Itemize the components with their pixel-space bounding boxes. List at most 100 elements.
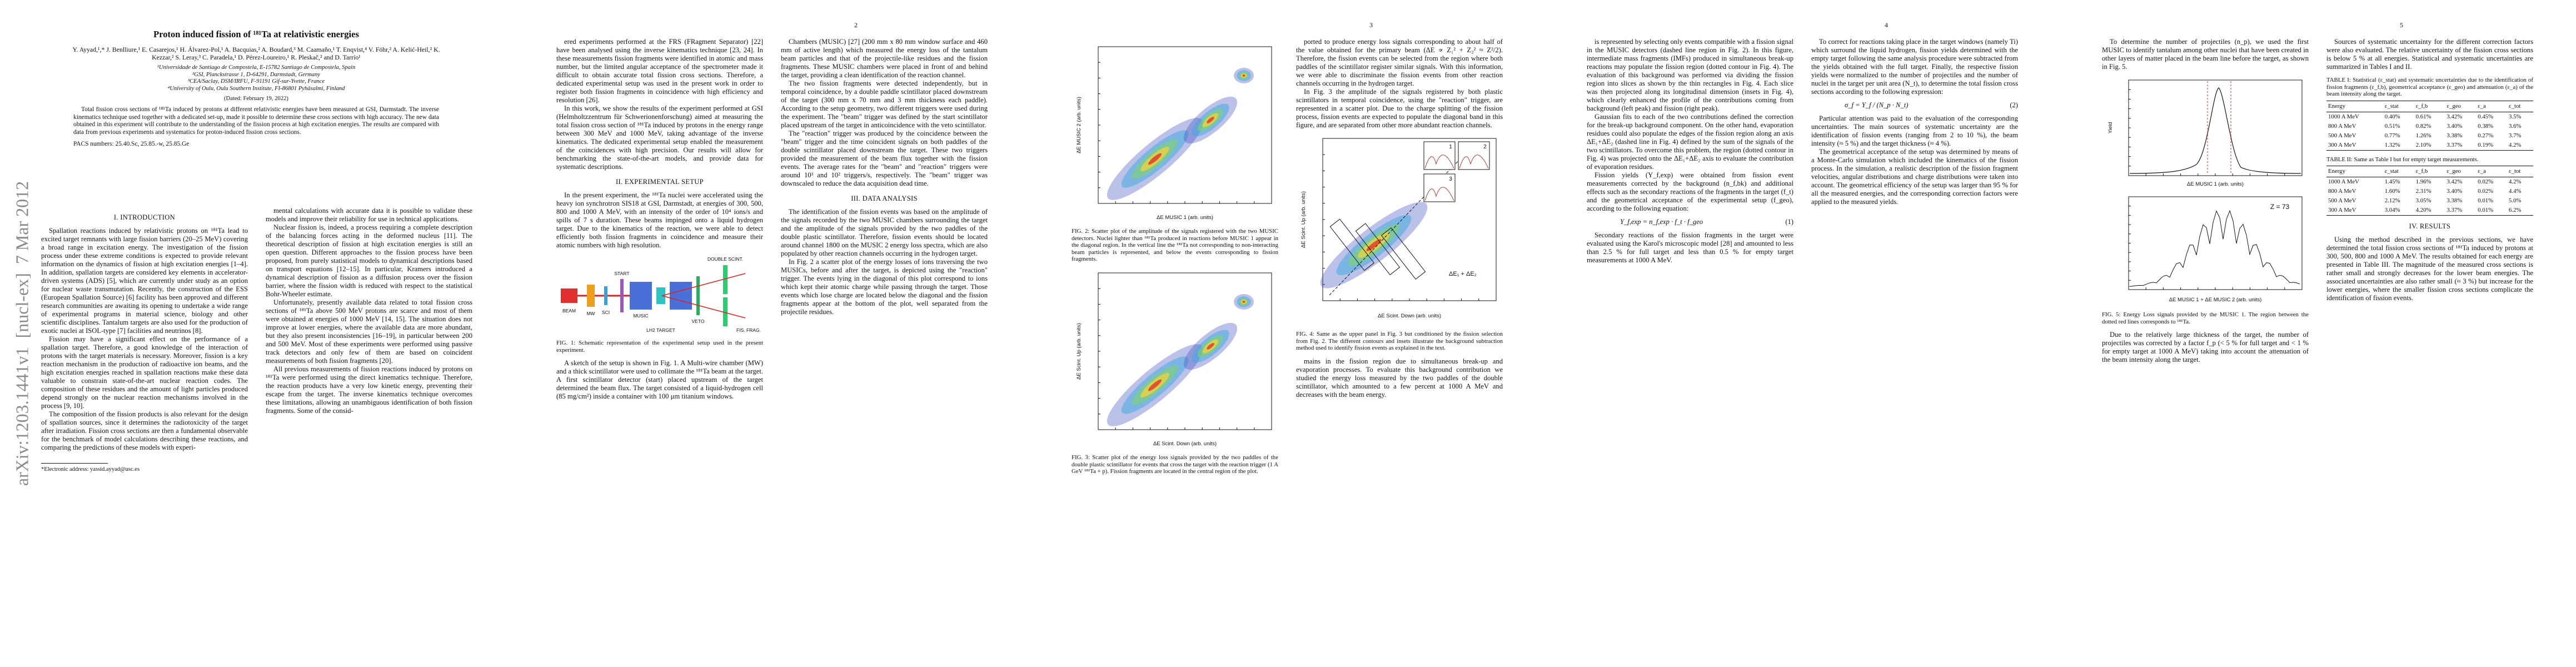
plot-frame <box>2128 79 2303 176</box>
paragraph: mental calculations with accurate data i… <box>266 207 472 223</box>
figure-label: 2 <box>1483 144 1487 150</box>
figure-label: ΔE MUSIC 1 (arb. units) <box>1157 215 1213 221</box>
paragraph: Gaussian fits to each of the two contrib… <box>1587 113 1793 171</box>
figure-graphic: ΔE MUSIC 1 (arb. units) ΔE MUSIC 2 (arb. … <box>1076 46 1272 221</box>
density-contour <box>1207 117 1214 123</box>
equation-number: (2) <box>2010 101 2018 109</box>
table-header-cell: ε_tot <box>2507 166 2533 178</box>
table-row: 300 A MeV 1.32% 2.10% 3.37% 0.19% 4.2% <box>2326 141 2533 151</box>
figure-label: VETO <box>692 318 705 324</box>
paragraph: In Fig. 2 a scatter plot of the energy l… <box>781 258 988 316</box>
figure-label: DOUBLE SCINT. <box>707 256 743 262</box>
text-column: ΔE MUSIC 1 (arb. units) ΔE MUSIC 2 (arb. … <box>1072 38 1278 634</box>
affiliation: ³CEA/Saclay, DSM/IRFU, F-91191 Gif-sur-Y… <box>187 78 325 84</box>
section-heading: IV. RESULTS <box>2409 222 2451 231</box>
paragraph: Chambers (MUSIC) [27] (200 mm x 80 mm wi… <box>781 38 988 79</box>
paragraph: A sketch of the setup is shown in Fig. 1… <box>556 359 763 401</box>
table-row: 500 A MeV 0.77% 1.26% 3.38% 0.27% 3.7% <box>2326 131 2533 141</box>
table-cell: 3.40% <box>2447 122 2463 130</box>
table-cell: 1000 A MeV <box>2328 178 2359 186</box>
text-column: mental calculations with accurate data i… <box>266 207 472 634</box>
table-cell: 0.45% <box>2478 113 2494 120</box>
figure-label: 1 <box>1449 144 1452 150</box>
table-cell: 3.38% <box>2447 132 2463 139</box>
text-column: is represented by selecting only events … <box>1587 38 1793 634</box>
table-header-cell: ε_a <box>2476 101 2508 112</box>
paragraph: The composition of the fission products … <box>41 410 248 451</box>
sci-detector <box>604 286 607 305</box>
paper-header: Proton induced fission of ¹⁸¹Ta at relat… <box>40 29 472 147</box>
table: TABLE I: Statistical (ε_stat) and system… <box>2326 77 2533 151</box>
paper-title: Proton induced fission of ¹⁸¹Ta at relat… <box>153 29 359 39</box>
slice <box>1355 223 1401 276</box>
paragraph: All previous measurements of fission rea… <box>266 365 472 415</box>
figure: Yield ΔE MUSIC 1 (arb. units) Z = 73 ΔE MUS… <box>2102 76 2309 325</box>
beam-source <box>561 288 577 303</box>
table-cell: 4.2% <box>2509 141 2522 148</box>
table-caption: TABLE I: Statistical (ε_stat) and system… <box>2326 77 2533 98</box>
paragraph: Unfortunately, presently available data … <box>266 298 472 365</box>
table-header-row: Energy ε_stat ε_f,b ε_geo ε_a ε_tot <box>2326 166 2533 178</box>
paragraph: Particular attention was paid to the eva… <box>1811 115 2018 147</box>
table-cell: 500 A MeV <box>2328 197 2356 205</box>
paragraph: In Fig. 3 the amplitude of the signals r… <box>1296 88 1503 129</box>
table-cell: 0.02% <box>2478 188 2494 195</box>
equation: Y_f,exp = n_f,exp · f_t · f_geo (1) <box>1620 218 1793 226</box>
figure-label: MUSIC <box>633 313 648 318</box>
table-cell: 3.5% <box>2509 113 2522 120</box>
text-column: To correct for reactions taking place in… <box>1811 38 2018 634</box>
date-line: (Dated: February 19, 2022) <box>224 96 288 102</box>
paper-page: 4 is represented by selecting only events… <box>1546 0 2061 667</box>
figure-caption: FIG. 4: Same as the upper panel in Fig. … <box>1296 331 1503 352</box>
paragraph: mains in the fission region due to simul… <box>1296 357 1503 399</box>
paragraph: To determine the number of projectiles (… <box>2102 38 2309 71</box>
figure-label: ΔE Scint. Up (arb. units) <box>1076 323 1082 380</box>
table-row: 300 A MeV 3.04% 4.20% 3.37% 0.01% 6.2% <box>2326 206 2533 216</box>
music-2 <box>670 282 692 310</box>
table-cell: 5.0% <box>2509 197 2522 205</box>
table-cell: 4.20% <box>2415 207 2431 214</box>
page-number: 4 <box>1885 21 1888 29</box>
equation: σ_f = Y_f / (N_p · N_t) (2) <box>1845 101 2018 109</box>
table-header-cell: Energy <box>2326 101 2383 112</box>
section-heading: II. EXPERIMENTAL SETUP <box>616 178 704 186</box>
paper-page: arXiv:1203.1441v1 [nucl-ex] 7 Mar 2012 Pr… <box>0 0 515 667</box>
table-cell: 2.12% <box>2384 197 2400 205</box>
figure-graphic: 1 2 3 ΔE₁ + ΔE₂ ΔE Scint. Down (arb. units) Δ… <box>1301 138 1497 319</box>
paragraph: In the present experiment, the ¹⁸¹Ta nuc… <box>556 191 763 249</box>
paragraph: The identification of the fission events… <box>781 208 988 257</box>
table-cell: 3.05% <box>2415 197 2431 205</box>
table-cell: 800 A MeV <box>2328 188 2356 195</box>
inset-profile <box>1459 155 1489 169</box>
table-row: 800 A MeV 0.51% 0.82% 3.40% 0.38% 3.6% <box>2326 122 2533 131</box>
equation-body: σ_f = Y_f / (N_p · N_t) <box>1845 101 1909 109</box>
table-header-cell: ε_stat <box>2383 101 2414 112</box>
table-cell: 1000 A MeV <box>2328 113 2359 120</box>
figure-graphic: ΔE Scint. Down (arb. units) ΔE Scint. Up … <box>1076 272 1272 447</box>
table-cell: 0.61% <box>2415 113 2431 120</box>
figure-caption: FIG. 2: Scatter plot of the amplitude of… <box>1072 228 1278 263</box>
text-column: Sources of systematic uncertainty for th… <box>2326 38 2533 634</box>
paragraph: Fission yields (Y_f,exp) were obtained f… <box>1587 171 1793 212</box>
table-cell: 0.77% <box>2384 132 2400 139</box>
paragraph: The two fission fragments were detected … <box>781 79 988 129</box>
figure-label: ΔE Scint. Down (arb. units) <box>1153 441 1217 447</box>
paragraph: To correct for reactions taking place in… <box>1811 38 2018 96</box>
inset-profile <box>1424 187 1454 201</box>
table-header-cell: Energy <box>2326 166 2383 178</box>
table-cell: 0.38% <box>2478 122 2494 130</box>
text-column: Chambers (MUSIC) [27] (200 mm x 80 mm wi… <box>781 38 988 634</box>
table-cell: 500 A MeV <box>2328 132 2356 139</box>
table-cell: 0.27% <box>2478 132 2494 139</box>
table-cell: 1.26% <box>2415 132 2431 139</box>
paragraph: Secondary reactions of the fission fragm… <box>1587 231 1793 264</box>
table-cell: 0.82% <box>2415 122 2431 130</box>
section-heading: I. INTRODUCTION <box>113 213 176 221</box>
figure-label: ΔE MUSIC 1 + ΔE MUSIC 2 (arb. units) <box>2169 297 2262 303</box>
table-caption: TABLE II: Same as Table I but for empty … <box>2326 156 2479 163</box>
text-column: ered experiments performed at the FRS (F… <box>556 38 763 634</box>
table-cell: 3.37% <box>2447 207 2463 214</box>
paragraph: ported to produce energy loss signals co… <box>1296 38 1503 87</box>
target <box>656 287 665 304</box>
